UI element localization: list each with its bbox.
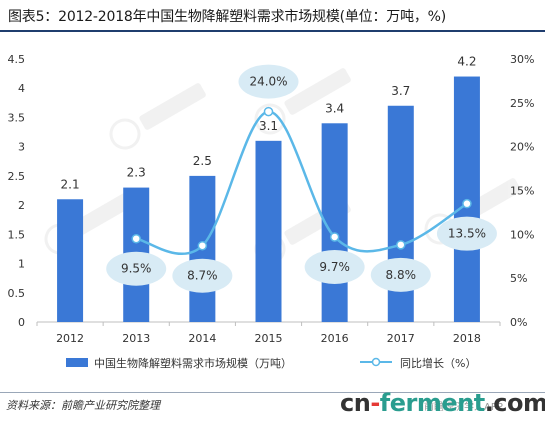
line-label-bubble [370, 257, 431, 292]
legend-line-label: 同比增长（%） [400, 356, 476, 370]
legend-line-marker [371, 357, 381, 367]
y-left-tick-label: 0 [18, 316, 25, 329]
y-left-tick-label: 1.5 [8, 228, 26, 241]
line-marker [396, 240, 406, 250]
bar-data-label: 3.1 [259, 119, 278, 133]
watermark-logo [109, 83, 206, 150]
brand-logo: cn-ferment.com [340, 389, 545, 417]
chart-title: 图表5：2012-2018年中国生物降解塑料需求市场规模(单位：万吨，%) [8, 9, 447, 25]
watermark-ring [109, 118, 141, 150]
bar [57, 199, 84, 322]
chart: 0 0.5 1 1.5 2 2.5 3 3.5 4 4.5 0% 5% 10% 15% 20% 25% 30% 2… [8, 53, 535, 370]
y-right-tick-label: 25% [510, 97, 534, 110]
legend-bar-label: 中国生物降解塑料需求市场规模（万吨） [94, 356, 292, 370]
line-label-bubble [238, 64, 299, 99]
bar [255, 140, 282, 322]
legend: 中国生物降解塑料需求市场规模（万吨） 同比增长（%） [66, 356, 476, 370]
y-right-tick-label: 5% [510, 272, 527, 285]
bar-data-label: 2.3 [127, 166, 146, 180]
line-marker [462, 198, 472, 209]
y-right-tick-label: 15% [510, 185, 534, 198]
bar-data-label: 4.2 [457, 55, 476, 69]
bar-series [57, 76, 480, 323]
footer-divider [0, 392, 545, 393]
brand-dash: - [370, 389, 380, 417]
y-right-tick-label: 30% [510, 53, 534, 66]
line-data-label: 24.0% [249, 75, 287, 89]
brand-cn: cn [340, 389, 371, 417]
line-data-label: 8.8% [386, 268, 417, 282]
x-tick-label: 2012 [56, 332, 84, 345]
y-left-tick-label: 3.5 [8, 111, 26, 124]
bar-data-label: 3.4 [325, 101, 344, 115]
line-label-bubble [172, 258, 233, 293]
watermark-bar [284, 68, 351, 115]
x-tick-label: 2015 [255, 332, 283, 345]
line-label-bubble [436, 216, 497, 251]
y-right-tick-label: 20% [510, 141, 534, 154]
bar-data-label: 3.7 [391, 84, 410, 98]
legend-bar-swatch [66, 358, 88, 367]
y-left-tick-label: 2.5 [8, 170, 26, 183]
axes: 0 0.5 1 1.5 2 2.5 3 3.5 4 4.5 0% 5% 10% 15% 20% 25% 30% 2… [8, 53, 535, 345]
app-watermark: 前瞻经济学人APP [424, 402, 503, 413]
bar-data-label: 2.1 [61, 177, 80, 191]
line-data-label: 13.5% [448, 227, 486, 241]
line-label-bubble [304, 249, 365, 284]
watermark-ring [254, 103, 286, 135]
line-data-label: 8.7% [187, 269, 218, 283]
line-label-bubble [106, 251, 167, 286]
y-left-tick-label: 1 [18, 258, 25, 271]
title-divider [0, 30, 545, 32]
y-left-tick-label: 4 [18, 82, 25, 95]
x-tick-label: 2018 [453, 332, 481, 345]
y-right-tick-label: 10% [510, 228, 534, 241]
brand-ferment: ferment [379, 389, 485, 417]
line-marker [329, 232, 340, 242]
y-left-tick-label: 4.5 [8, 53, 26, 66]
y-left-tick-label: 0.5 [8, 287, 26, 300]
x-tick-label: 2014 [188, 332, 216, 345]
line-data-label: 9.7% [319, 260, 350, 274]
line-marker [197, 240, 208, 251]
brand-com: .com [484, 389, 545, 417]
x-tick-label: 2013 [122, 332, 150, 345]
y-left-tick-label: 3 [18, 141, 25, 154]
line-data-label: 9.5% [121, 262, 152, 276]
bar-labels: 2.1 2.3 2.5 3.1 3.4 3.7 4.2 [61, 55, 477, 192]
y-left-tick-label: 2 [18, 199, 25, 212]
y-right-tick-label: 0% [510, 316, 527, 329]
source-note: 资料来源：前瞻产业研究院整理 [6, 399, 160, 412]
line-marker [131, 233, 141, 244]
x-tick-label: 2017 [387, 332, 415, 345]
growth-line-series: 9.5% 8.7% 24.0% 9.7% 8.8% 13.5% [106, 64, 497, 293]
line-marker [263, 106, 274, 117]
watermark-logo [254, 68, 351, 135]
watermark-bar [139, 83, 206, 130]
bar-data-label: 2.5 [193, 154, 212, 168]
x-tick-label: 2016 [321, 332, 349, 345]
